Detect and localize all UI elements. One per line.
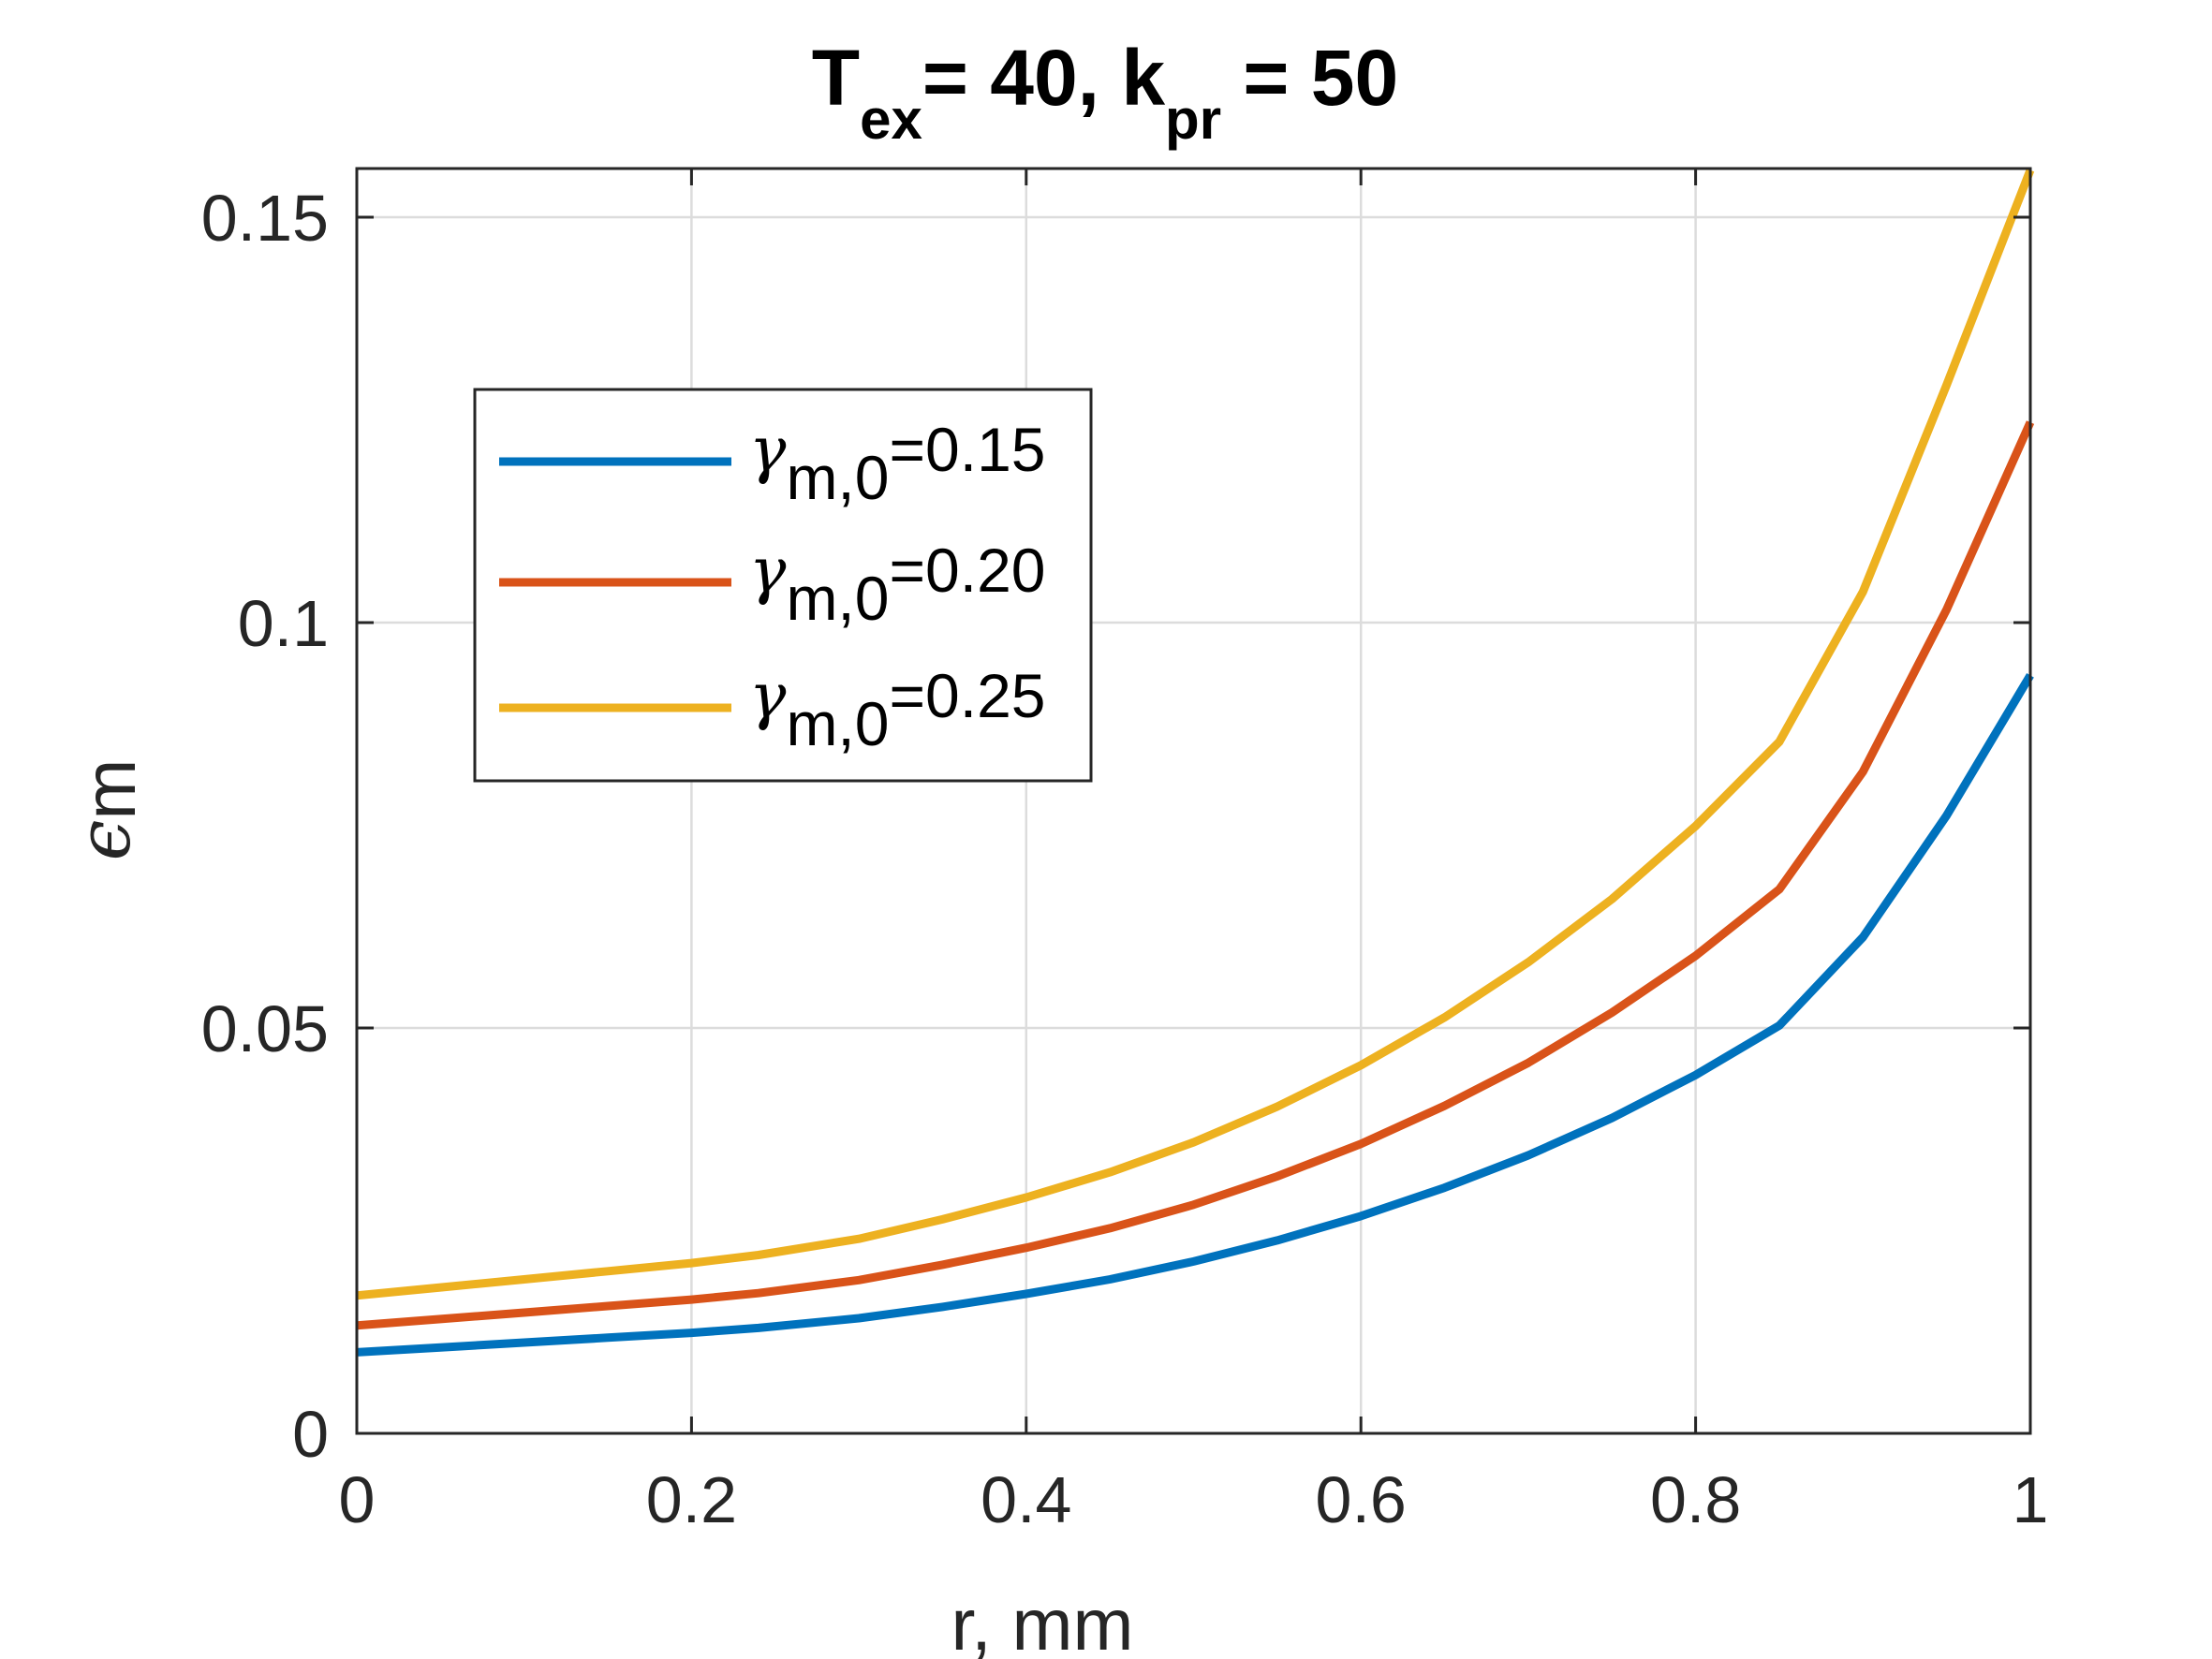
series-line-2 (356, 169, 2035, 1300)
y-axis-label: ϵm (63, 759, 151, 861)
x-tick-label: 0.4 (981, 1463, 1071, 1536)
legend-value: =0.20 (889, 536, 1045, 605)
legend-value: =0.25 (889, 661, 1045, 730)
y-tick-label: 0 (292, 1398, 329, 1471)
axes (355, 167, 2032, 1435)
series-line-1 (356, 420, 2035, 1330)
y-tick-label: 0.1 (238, 587, 329, 660)
legend-value: =0.15 (889, 415, 1045, 484)
legend-label-0: γm,0=0.15 (749, 414, 1045, 512)
series-lines (356, 169, 2035, 1357)
x-tick-label: 0.6 (1316, 1463, 1407, 1536)
x-tick-label: 0.2 (646, 1463, 737, 1536)
legend-symbol: γ (749, 414, 787, 486)
legend-symbol: γ (749, 660, 787, 732)
legend-label-1: γm,0=0.20 (749, 535, 1045, 633)
legend-label-2: γm,0=0.25 (749, 660, 1045, 758)
title-part-1: = 40, k (922, 34, 1166, 122)
legend-sub: m,0 (786, 443, 889, 512)
y-tick-label: 0.05 (201, 992, 329, 1065)
title-sub-1: pr (1165, 88, 1221, 151)
x-tick-label: 0 (339, 1463, 376, 1536)
chart-title: Tex= 40, kpr = 50 (812, 34, 1398, 151)
x-axis-label: r, mm (951, 1583, 1134, 1659)
legend-sub: m,0 (786, 564, 889, 633)
grid-lines (357, 169, 2030, 1433)
title-sub-0: ex (860, 88, 922, 151)
y-axis-label-symbol: ϵ (63, 820, 147, 861)
title-part-2: = 50 (1221, 34, 1398, 122)
y-tick-label: 0.15 (201, 182, 329, 255)
tick-labels: 0 0.2 0.4 0.6 0.8 1 0 0.05 0.1 0.15 (201, 182, 2049, 1536)
x-tick-label: 0.8 (1650, 1463, 1741, 1536)
legend-sub: m,0 (786, 689, 889, 758)
x-tick-label: 1 (2013, 1463, 2049, 1536)
y-axis-label-sub: m (68, 759, 151, 820)
legend-symbol: γ (749, 535, 787, 607)
series-line-0 (356, 672, 2034, 1357)
axes-box (355, 167, 2032, 1435)
title-part-0: T (812, 34, 860, 122)
